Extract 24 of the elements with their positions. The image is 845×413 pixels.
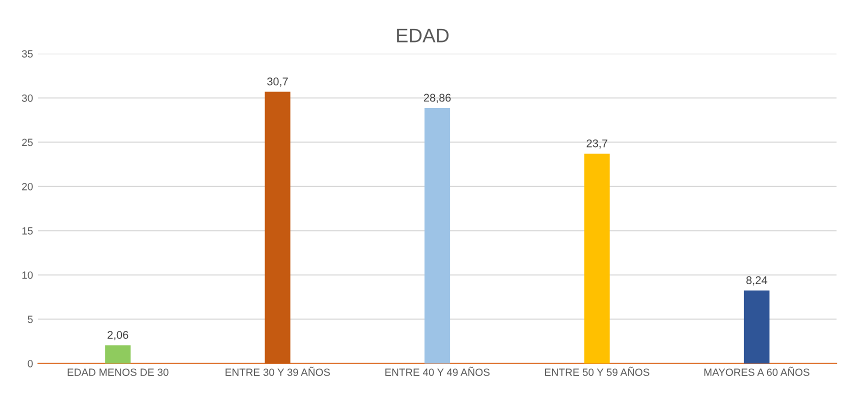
x-tick-label: ENTRE 30 Y 39 AÑOS	[226, 366, 330, 376]
chart-title: EDAD	[397, 28, 449, 42]
x-tick-label: MAYORES A 60 AÑOS	[704, 366, 810, 376]
data-label: 23,7	[586, 139, 608, 149]
y-tick-label: 25	[22, 138, 33, 146]
data-label: 28,86	[424, 94, 451, 103]
y-tick-label: 30	[22, 94, 33, 102]
x-tick-label: ENTRE 40 Y 49 AÑOS	[385, 366, 490, 376]
x-tick-label: EDAD MENOS DE 30	[68, 368, 168, 376]
x-tick-label: ENTRE 50 Y 59 AÑOS	[545, 366, 650, 376]
bar	[584, 154, 610, 364]
y-tick-label: 35	[22, 50, 33, 58]
y-tick-label: 20	[22, 182, 33, 190]
bar	[424, 108, 450, 364]
bar	[744, 290, 770, 364]
bar	[105, 345, 131, 364]
data-label: 8,24	[746, 276, 768, 286]
y-tick-label: 0	[28, 360, 33, 368]
data-label: 2,06	[108, 330, 128, 340]
y-tick-label: 10	[22, 271, 33, 279]
y-tick-label: 15	[22, 227, 33, 235]
data-label: 30,7	[267, 78, 288, 87]
bar	[264, 92, 290, 364]
y-tick-label: 5	[28, 316, 33, 324]
